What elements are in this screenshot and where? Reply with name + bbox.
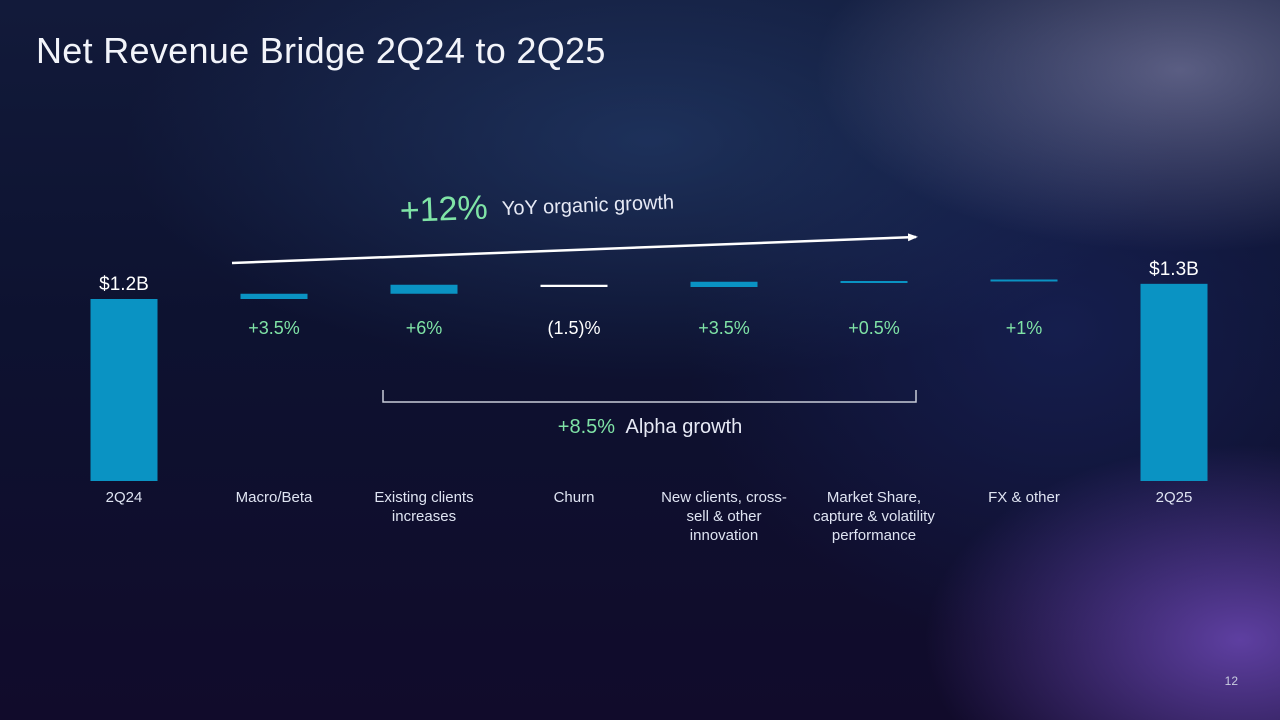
value-label-2q25: $1.3B xyxy=(1149,259,1199,280)
bar-macro-beta xyxy=(240,293,308,299)
category-label-macro-beta: Macro/Beta xyxy=(236,489,313,506)
page-title: Net Revenue Bridge 2Q24 to 2Q25 xyxy=(36,30,606,71)
category-labels-layer: 2Q24 Macro/Beta Existing clients increases C… xyxy=(106,489,1193,544)
bar-existing-clients-increases xyxy=(390,284,458,294)
category-label-2q24: 2Q24 xyxy=(106,489,143,506)
category-label-fx-other: FX & other xyxy=(988,489,1060,506)
alpha-growth-pct: +8.5% xyxy=(558,416,615,438)
value-label-new-clients-cross-sell-other-innovation: +3.5% xyxy=(698,318,750,338)
value-label-market-share-capture-volatility-performance: +0.5% xyxy=(848,318,900,338)
alpha-growth-label: +8.5% Alpha growth xyxy=(558,416,742,438)
bars-layer xyxy=(90,279,1208,481)
value-label-macro-beta: +3.5% xyxy=(248,318,300,338)
value-label-2q24: $1.2B xyxy=(99,274,149,295)
bar-market-share-capture-volatility-performance xyxy=(840,281,908,283)
alpha-growth-text: Alpha growth xyxy=(625,416,742,438)
category-label-new-clients-cross-sell-other-innovation: New clients, cross-sell & other innovatio… xyxy=(661,489,787,544)
category-label-market-share-capture-volatility-performance: Market Share, capture & volatility perform… xyxy=(813,489,935,544)
organic-growth-label: +12% YoY organic growth xyxy=(399,189,674,230)
organic-growth-arrow xyxy=(231,233,918,265)
category-label-existing-clients-increases: Existing clients increases xyxy=(374,489,473,525)
bar-2q25 xyxy=(1140,283,1208,481)
bar-new-clients-cross-sell-other-innovation xyxy=(690,281,758,287)
value-label-churn: (1.5)% xyxy=(547,318,600,338)
category-label-churn: Churn xyxy=(554,489,595,506)
category-label-2q25: 2Q25 xyxy=(1156,489,1193,506)
bar-churn xyxy=(540,284,608,287)
value-label-fx-other: +1% xyxy=(1006,318,1043,338)
value-label-existing-clients-increases: +6% xyxy=(406,318,443,338)
alpha-growth-bracket xyxy=(382,390,917,403)
organic-growth-pct: +12% xyxy=(399,189,488,230)
page-number: 12 xyxy=(1224,674,1238,688)
value-labels-layer: $1.2B +3.5% +6% (1.5)% +3.5% +0.5% +1% $1.3B xyxy=(99,259,1199,338)
bar-2q24 xyxy=(90,299,158,481)
bar-fx-other xyxy=(990,279,1058,282)
organic-growth-text: YoY organic growth xyxy=(501,191,674,220)
